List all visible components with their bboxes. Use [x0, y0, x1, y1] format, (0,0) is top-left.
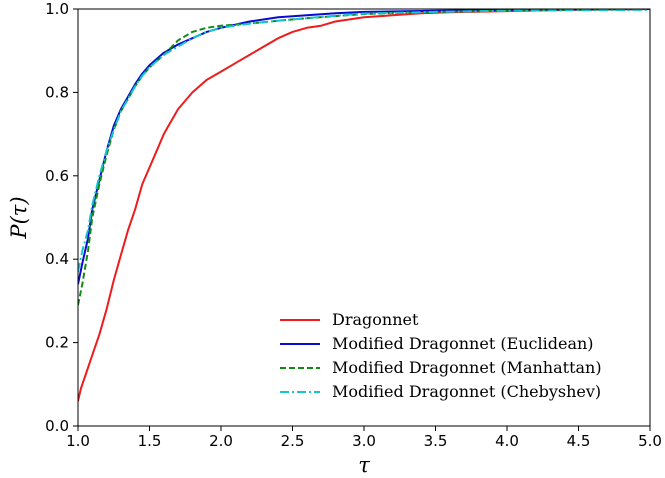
legend-label-3: Modified Dragonnet (Manhattan)	[332, 358, 602, 377]
legend-label-4: Modified Dragonnet (Chebyshev)	[332, 382, 601, 401]
x-tick-label: 1.5	[138, 432, 162, 450]
x-tick-label: 2.0	[209, 432, 233, 450]
y-axis-label: P(τ)	[7, 196, 31, 239]
x-tick-label: 3.0	[352, 432, 376, 450]
legend-label-1: Dragonnet	[332, 310, 419, 329]
y-tick-label: 0.2	[45, 334, 69, 352]
x-tick-label: 1.0	[66, 432, 90, 450]
y-tick-label: 0.4	[45, 250, 69, 268]
x-axis: 1.0 1.5 2.0 2.5 3.0 3.5 4.0 4.5 5.0	[66, 426, 662, 450]
series-layer	[78, 9, 650, 402]
legend: Dragonnet Modified Dragonnet (Euclidean) M…	[280, 310, 602, 401]
x-tick-label: 4.5	[567, 432, 591, 450]
y-tick-label: 0.0	[45, 417, 69, 435]
series-line-1	[78, 9, 650, 402]
x-tick-label: 2.5	[281, 432, 305, 450]
x-axis-label: τ	[358, 453, 370, 477]
x-tick-label: 5.0	[638, 432, 662, 450]
y-tick-label: 0.8	[45, 83, 69, 101]
y-axis: 0.0 0.2 0.4 0.6 0.8 1.0	[45, 0, 78, 435]
x-tick-label: 3.5	[424, 432, 448, 450]
series-line-2	[78, 9, 650, 285]
y-tick-label: 1.0	[45, 0, 69, 18]
series-line-4	[78, 9, 650, 272]
x-tick-label: 4.0	[495, 432, 519, 450]
legend-label-2: Modified Dragonnet (Euclidean)	[332, 334, 594, 353]
y-tick-label: 0.6	[45, 167, 69, 185]
